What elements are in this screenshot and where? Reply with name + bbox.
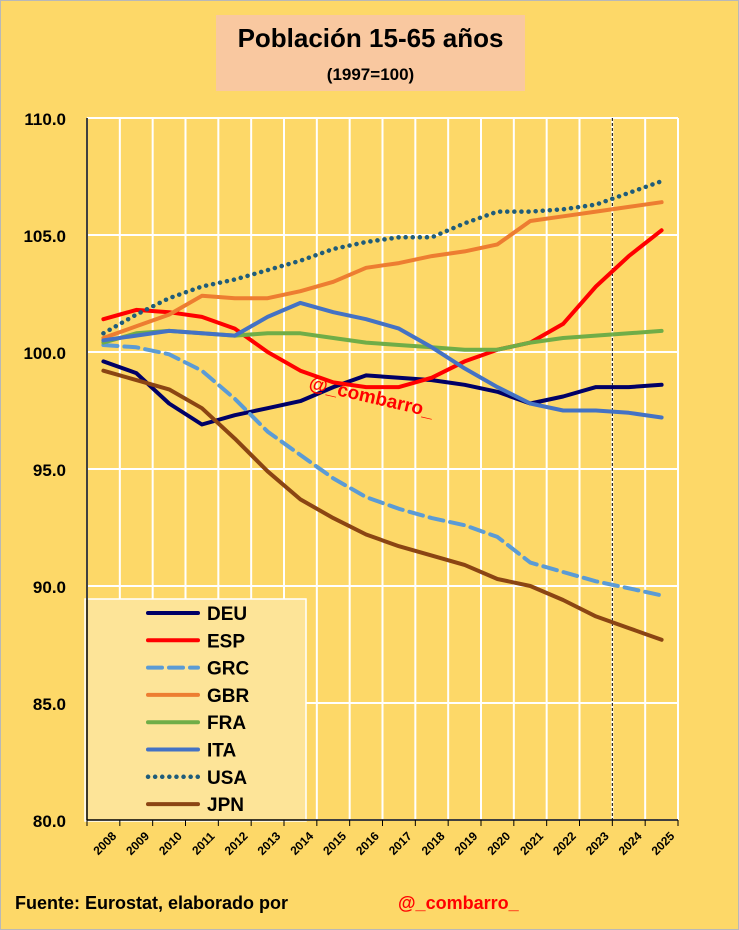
footer-handle: @_combarro_ [398,893,519,913]
legend-label-usa: USA [207,768,247,789]
series-line-usa [101,178,664,336]
y-tick-label: 85.0 [33,695,66,714]
x-tick-label: 2015 [320,829,349,858]
legend-label-fra: FRA [207,713,246,734]
y-tick-label: 90.0 [33,578,66,597]
y-tick-label: 95.0 [33,461,66,480]
x-tick-label: 2008 [90,829,119,858]
legend: DEU ESP GRC GBR FRA ITA USA JPN [84,598,307,822]
legend-label-gbr: GBR [207,686,250,707]
footer-source: Fuente: Eurostat, elaborado por [15,893,289,913]
chart-title: Población 15-65 años [237,23,504,53]
y-tick-label: 105.0 [23,227,66,246]
series-line-gbr [101,200,664,340]
legend-label-grc: GRC [207,659,250,680]
y-tick-label: 80.0 [33,812,66,831]
chart-subtitle: (1997=100) [326,65,415,84]
series-lines [101,178,664,642]
series-line-ita [101,300,664,420]
x-tick-label: 2020 [484,829,513,858]
x-tick-label: 2022 [550,829,579,858]
legend-box [84,598,307,822]
x-tick-label: 2018 [419,829,448,858]
x-tick-label: 2013 [255,829,284,858]
legend-label-deu: DEU [207,604,247,625]
x-tick-label: 2016 [353,829,382,858]
legend-label-ita: ITA [207,741,236,762]
x-tick-label: 2023 [583,829,612,858]
title-box: Población 15-65 años (1997=100) [216,15,525,91]
legend-label-esp: ESP [207,631,245,652]
series-line-esp [101,228,664,390]
x-tick-label: 2012 [222,829,251,858]
x-tick-label: 2010 [156,829,185,858]
y-tick-label: 100.0 [23,344,66,363]
x-tick-label: 2021 [517,829,546,858]
x-tick-label: 2014 [287,829,316,858]
x-tick-label: 2011 [189,829,218,858]
x-tick-label: 2024 [616,829,645,858]
x-tick-label: 2017 [386,829,415,858]
series-line-grc [101,343,664,598]
y-tick-label: 110.0 [24,110,66,129]
x-tick-label: 2009 [123,829,152,858]
series-line-deu [101,359,664,427]
legend-label-jpn: JPN [207,795,244,816]
x-tick-label: 2019 [452,829,481,858]
x-tick-label: 2025 [649,829,678,858]
series-line-jpn [101,368,664,642]
